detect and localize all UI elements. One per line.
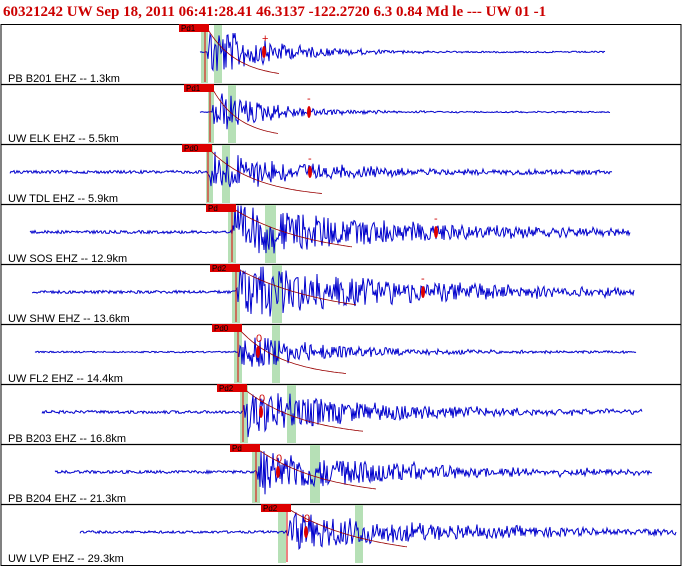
waveform-trace[interactable] [41, 393, 643, 438]
pick-label: Pd2 [212, 264, 227, 273]
waveform-trace[interactable] [54, 451, 652, 495]
amplitude-marker-label: 0 [259, 393, 265, 405]
coda-curve [206, 27, 280, 74]
pick-label: Pd [208, 204, 218, 213]
trace-row-1[interactable]: Pd1 + PB B201 EHZ -- 1.3km [8, 24, 606, 85]
coda-curve [286, 507, 408, 548]
amplitude-marker[interactable] [259, 406, 263, 418]
pick-flag[interactable] [217, 384, 247, 392]
pick-flag[interactable] [206, 204, 236, 212]
pick-label: Pd1 [181, 24, 196, 33]
pick-flag[interactable] [261, 504, 291, 512]
pick-label: Pd [232, 444, 242, 453]
amplitude-marker[interactable] [421, 286, 425, 298]
coda-curve [237, 327, 347, 374]
pick-flag[interactable] [230, 444, 260, 452]
amplitude-marker[interactable] [256, 346, 260, 358]
amplitude-marker-label: - [308, 153, 312, 165]
waveform-trace[interactable] [199, 93, 611, 130]
trace-row-9[interactable]: Pd2 0 UW LVP EHZ -- 29.3km [1, 503, 681, 565]
coda-curve [211, 87, 279, 134]
pick-label: Pd0 [214, 324, 229, 333]
waveform-trace[interactable] [29, 205, 631, 254]
waveform-trace[interactable] [79, 512, 677, 551]
waveform-trace[interactable] [31, 266, 635, 317]
amplitude-marker[interactable] [304, 526, 308, 538]
coda-curve [235, 267, 357, 306]
pick-flag[interactable] [212, 324, 242, 332]
phase-window [355, 505, 363, 563]
trace-row-7[interactable]: Pd2 0 PB B203 EHZ -- 16.8km [1, 383, 681, 445]
pick-label: Pd2 [263, 504, 278, 513]
plot-frame [0, 24, 682, 566]
amplitude-marker-label: 0 [256, 333, 262, 345]
trace-row-3[interactable]: Pd0 - UW TDL EHZ -- 5.9km [1, 143, 681, 205]
phase-window [240, 385, 248, 443]
station-label: UW TDL EHZ -- 5.9km [8, 193, 118, 205]
coda-curve [231, 207, 353, 248]
seismogram-svg[interactable]: Pd1 + PB B201 EHZ -- 1.3km Pd1 - UW ELK EHZ -… [0, 24, 684, 566]
pick-flag[interactable] [182, 144, 212, 152]
amplitude-marker-label: - [421, 273, 425, 285]
trace-row-8[interactable]: Pd 0 PB B204 EHZ -- 21.3km [1, 443, 681, 505]
waveform-trace[interactable] [34, 337, 637, 367]
station-label: PB B204 EHZ -- 21.3km [8, 493, 126, 505]
trace-row-6[interactable]: Pd0 0 UW FL2 EHZ -- 14.4km [1, 323, 681, 385]
pick-label: Pd2 [219, 384, 234, 393]
pick-flag[interactable] [179, 24, 209, 32]
coda-curve [242, 387, 364, 432]
amplitude-marker-label: 0 [276, 453, 282, 465]
amplitude-marker-label: 0 [304, 513, 310, 525]
trace-row-5[interactable]: Pd2 - UW SHW EHZ -- 13.6km [1, 263, 681, 325]
station-label: PB B201 EHZ -- 1.3km [8, 73, 120, 85]
phase-window [278, 505, 286, 563]
station-label: UW SHW EHZ -- 13.6km [8, 313, 130, 325]
station-label: UW FL2 EHZ -- 14.4km [8, 373, 123, 385]
coda-curve [207, 147, 323, 194]
amplitude-marker-label: + [262, 33, 268, 45]
amplitude-marker[interactable] [434, 226, 438, 238]
pick-label: Pd1 [186, 84, 201, 93]
station-label: UW LVP EHZ -- 29.3km [8, 553, 124, 565]
amplitude-marker[interactable] [308, 166, 312, 178]
phase-window [265, 205, 276, 263]
pick-flag[interactable] [210, 264, 240, 272]
trace-row-2[interactable]: Pd1 - UW ELK EHZ -- 5.5km [1, 83, 681, 145]
seismogram-panel[interactable]: Pd1 + PB B201 EHZ -- 1.3km Pd1 - UW ELK EHZ -… [0, 24, 684, 566]
phase-window [272, 265, 282, 323]
phase-window [206, 145, 213, 203]
coda-curve [255, 447, 377, 490]
phase-window [287, 385, 296, 443]
amplitude-marker[interactable] [262, 46, 266, 58]
event-header-text: 60321242 UW Sep 18, 2011 06:41:28.41 46.… [3, 4, 547, 20]
pick-label: Pd0 [184, 144, 199, 153]
trace-row-4[interactable]: Pd - UW SOS EHZ -- 12.9km [1, 203, 681, 265]
event-header: 60321242 UW Sep 18, 2011 06:41:28.41 46.… [0, 0, 684, 24]
amplitude-marker[interactable] [307, 106, 311, 118]
waveform-trace[interactable] [199, 32, 606, 72]
amplitude-marker-label: - [434, 213, 438, 225]
station-label: UW SOS EHZ -- 12.9km [8, 253, 127, 265]
phase-window [208, 85, 214, 143]
station-label: PB B203 EHZ -- 16.8km [8, 433, 126, 445]
amplitude-marker-label: - [307, 93, 311, 105]
pick-flag[interactable] [184, 84, 214, 92]
amplitude-marker[interactable] [276, 466, 280, 478]
station-label: UW ELK EHZ -- 5.5km [8, 133, 119, 145]
